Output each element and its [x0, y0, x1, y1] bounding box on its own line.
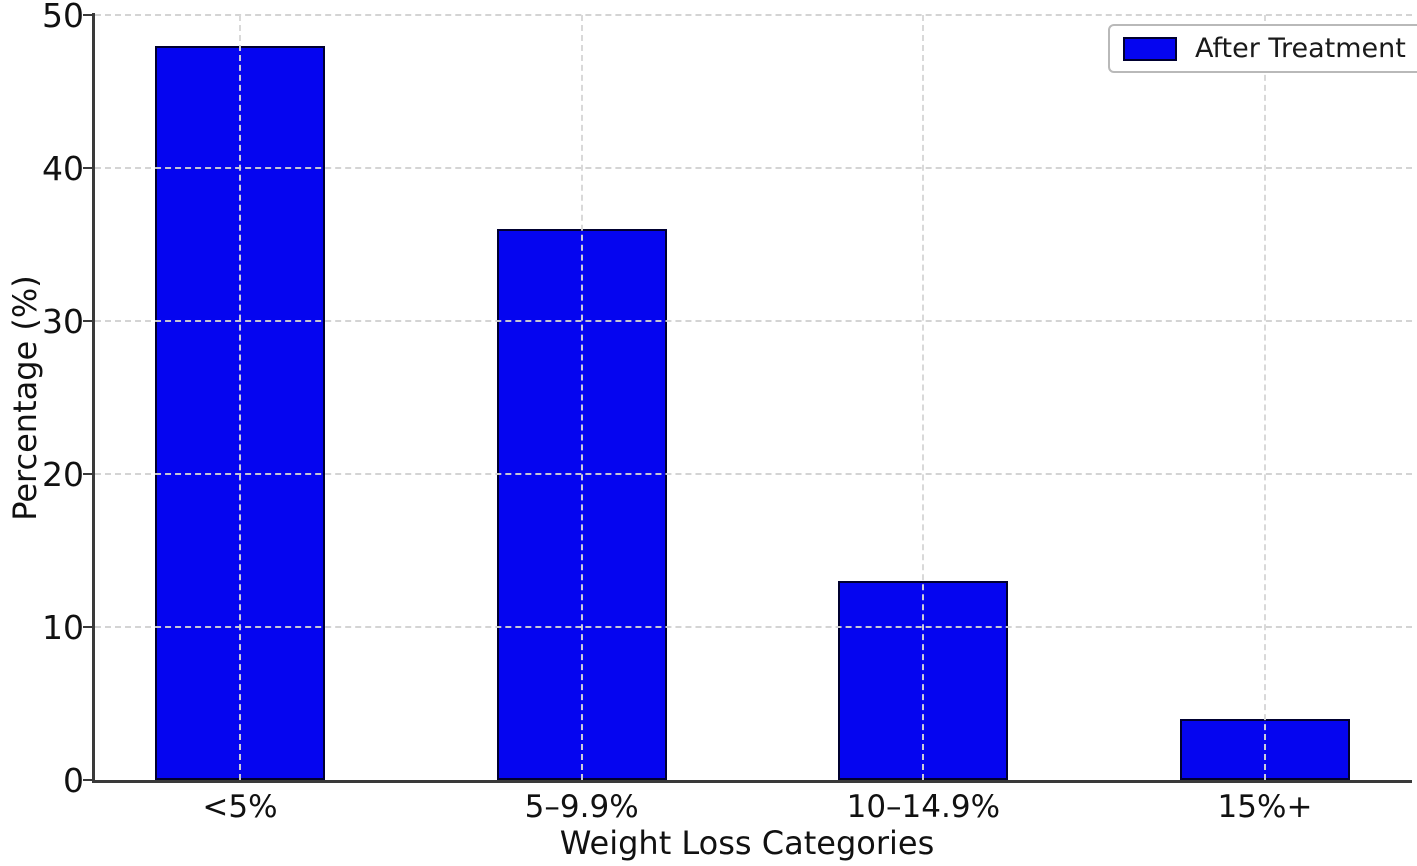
legend-swatch-after-treatment [1123, 36, 1177, 61]
y-tick-label-0: 0 [63, 761, 84, 800]
x-tick-label-5–9.9%: 5–9.9% [524, 789, 639, 825]
legend-label: After Treatment [1195, 33, 1406, 64]
gridline-h-10 [95, 626, 1412, 628]
y-tick-label-30: 30 [42, 302, 84, 341]
y-tick-mark-50 [83, 14, 92, 16]
y-tick-mark-30 [83, 320, 92, 322]
x-tick-label-15%+: 15%+ [1217, 789, 1313, 825]
y-tick-label-10: 10 [42, 608, 84, 647]
y-tick-mark-20 [83, 473, 92, 475]
y-tick-mark-40 [83, 167, 92, 169]
gridline-v-<5% [239, 15, 241, 780]
x-tick-label-10–14.9%: 10–14.9% [846, 789, 1001, 825]
gridline-h-50 [95, 14, 1412, 16]
y-tick-mark-0 [83, 779, 92, 781]
gridline-h-30 [95, 320, 1412, 322]
legend: After Treatment [1108, 24, 1417, 73]
gridline-h-40 [95, 167, 1412, 169]
gridline-v-5–9.9% [580, 15, 583, 780]
gridline-v-10–14.9% [922, 15, 925, 780]
y-tick-label-50: 50 [42, 0, 84, 35]
gridline-v-15%+ [1264, 15, 1266, 780]
x-axis-line [92, 780, 1412, 783]
y-tick-mark-10 [83, 626, 92, 628]
x-axis-title: Weight Loss Categories [559, 824, 935, 862]
y-tick-label-20: 20 [42, 455, 84, 494]
x-tick-label-<5%: <5% [202, 789, 278, 825]
y-axis-line [92, 13, 95, 780]
y-tick-label-40: 40 [42, 149, 84, 188]
gridline-h-20 [95, 473, 1412, 475]
